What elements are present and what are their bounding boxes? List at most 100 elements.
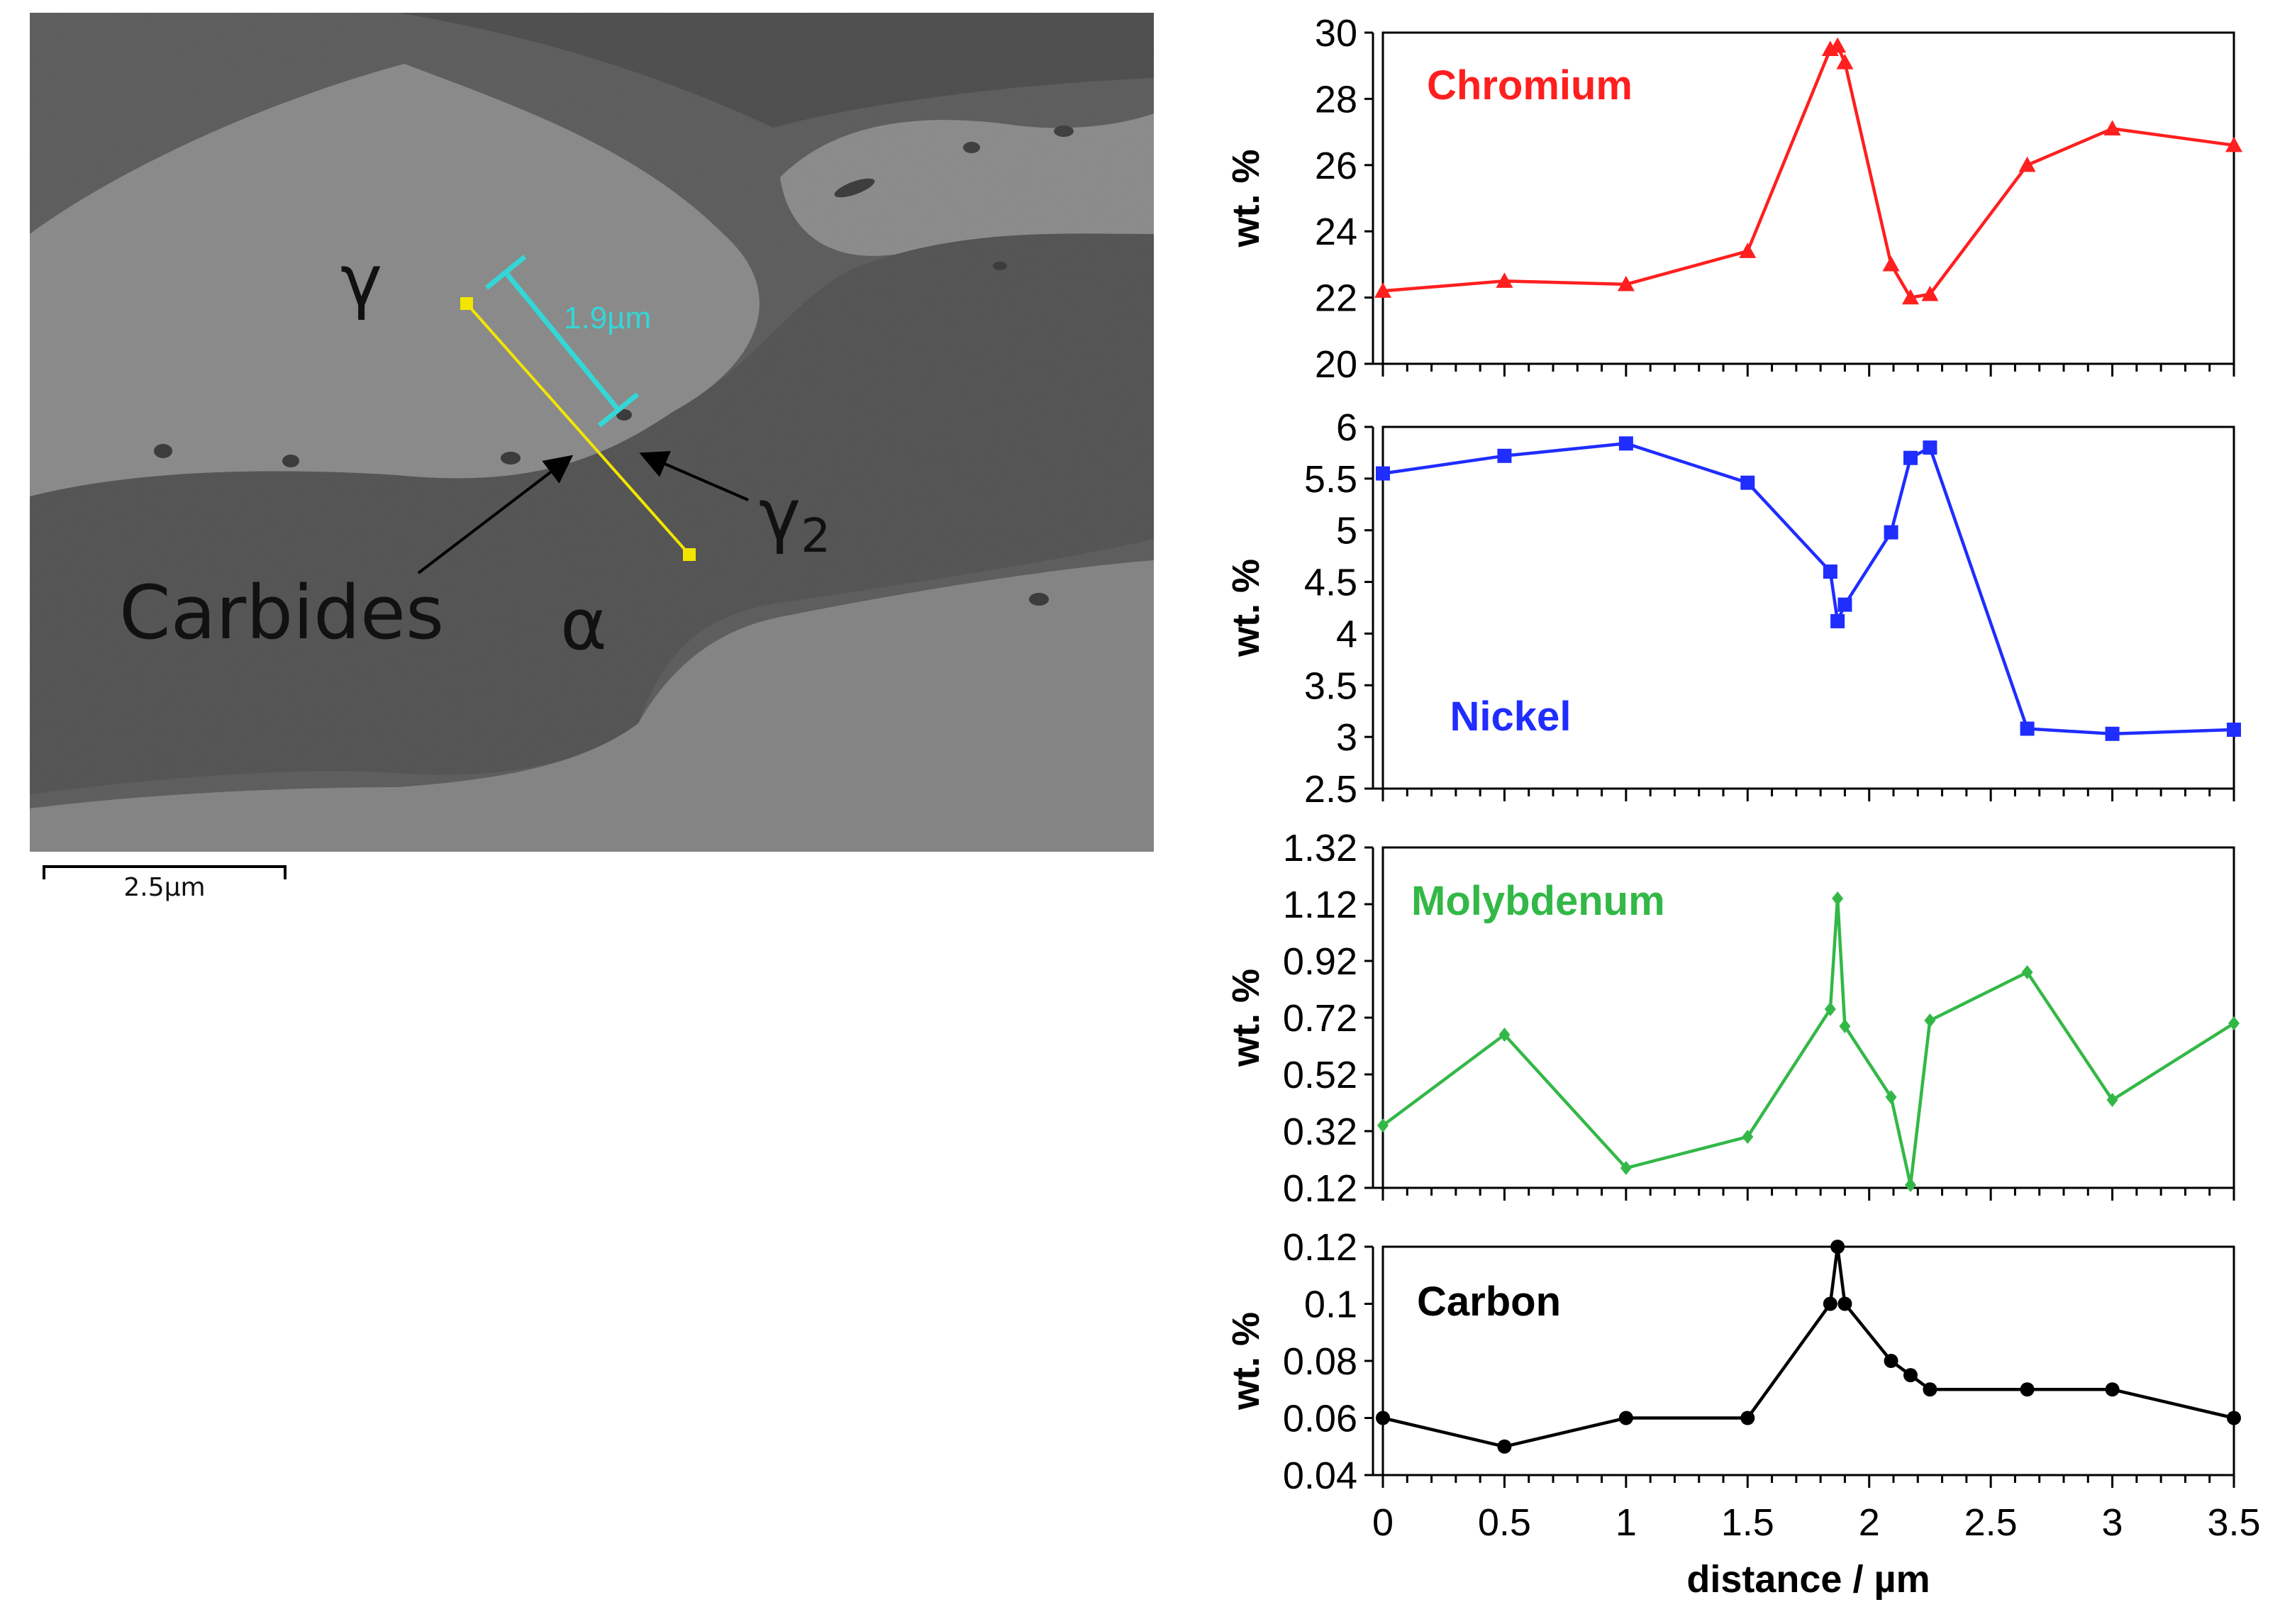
gamma-grain-bottom: [30, 560, 1154, 852]
data-point: [2106, 1093, 2118, 1107]
y-tick-label: 3.5: [1304, 664, 1357, 707]
y-axis-title: wt. %: [1225, 969, 1267, 1067]
y-tick-label: 5.5: [1304, 458, 1357, 501]
data-point: [1837, 597, 1852, 612]
data-point: [1497, 1439, 1512, 1454]
data-point: [2020, 1382, 2035, 1397]
data-point: [2021, 965, 2033, 979]
phase-gamma2-label: γ2: [759, 473, 830, 563]
data-point: [1742, 1130, 1754, 1144]
carbides-arrow: [417, 455, 574, 574]
y-axis-title: wt. %: [1225, 559, 1267, 657]
data-point: [1618, 1411, 1633, 1425]
y-tick-label: 4: [1336, 613, 1357, 655]
y-tick-label: 2.5: [1304, 768, 1357, 811]
carbides-label: Carbides: [119, 569, 444, 656]
x-axis-title: distance / µm: [1686, 1558, 1930, 1601]
data-point: [1617, 275, 1635, 291]
phase-gamma-label: γ: [340, 239, 382, 322]
data-point: [1921, 285, 1939, 301]
x-tick-label: 3: [2102, 1501, 2123, 1544]
y-tick-label: 1.32: [1283, 827, 1357, 869]
data-point: [1903, 1368, 1918, 1383]
data-point: [1823, 564, 1837, 579]
linescan-start-marker: [460, 297, 473, 310]
chart-chromium: 20 22 24 26 28 30 wt. % Chromium: [1225, 12, 2242, 386]
data-point: [1882, 255, 1900, 272]
carbide-dot: [1054, 126, 1074, 137]
series-line: [1382, 442, 2235, 736]
data-point: [1496, 272, 1513, 288]
x-tick-label: 2: [1859, 1501, 1880, 1544]
data-point: [1905, 1178, 1916, 1192]
data-point: [1923, 1382, 1937, 1397]
series-line: [1381, 896, 2235, 1187]
y-tick-label: 4.5: [1304, 562, 1357, 604]
y-axis-title: wt. %: [1225, 1312, 1267, 1411]
alpha-region-lower: [30, 233, 1154, 794]
y-tick-label: 26: [1315, 145, 1357, 187]
carbide-dot: [501, 452, 521, 465]
data-point: [1376, 466, 1390, 481]
y-tick-label: 0.04: [1283, 1455, 1357, 1497]
data-point: [1823, 1296, 1837, 1311]
phase-alpha-text: α: [560, 583, 607, 666]
linescan-line: [465, 302, 691, 556]
data-point: [2227, 1411, 2241, 1425]
phase-gamma2-subscript: 2: [801, 508, 830, 563]
carbide-dot: [154, 444, 172, 458]
x-tick-label: 0.5: [1478, 1501, 1531, 1544]
scale-bar-label: 2.5µm: [123, 873, 205, 902]
data-point: [2103, 120, 2121, 136]
x-tick-label: 2.5: [1964, 1501, 2018, 1544]
data-point: [1832, 891, 1844, 906]
carbide-dot: [616, 409, 632, 421]
carbide-dot: [282, 455, 299, 467]
data-point: [2105, 726, 2120, 741]
data-point: [1903, 450, 1918, 465]
data-point: [1884, 525, 1898, 540]
alpha-region-top-right: [397, 13, 1154, 128]
y-tick-label: 0.12: [1283, 1167, 1357, 1210]
data-point: [1739, 243, 1757, 258]
y-tick-label: 0.32: [1283, 1111, 1357, 1153]
data-point: [1740, 1411, 1755, 1425]
data-point: [1740, 475, 1755, 490]
y-tick-label: 28: [1315, 78, 1357, 121]
data-point: [1885, 1090, 1897, 1104]
measure-label: 1.9µm: [564, 301, 651, 335]
carbide-dot: [834, 178, 875, 198]
data-point: [2018, 156, 2036, 172]
data-point: [1836, 54, 1854, 69]
series-label: Nickel: [1450, 694, 1572, 740]
data-point: [1498, 1028, 1511, 1042]
data-point: [1923, 440, 1937, 455]
data-point: [1374, 282, 1391, 298]
y-tick-label: 30: [1315, 12, 1357, 55]
y-tick-label: 22: [1315, 277, 1357, 320]
x-tick-label: 3.5: [2207, 1501, 2260, 1544]
y-tick-label: 6: [1336, 406, 1357, 449]
data-point: [1884, 1354, 1898, 1368]
data-point: [2225, 136, 2242, 152]
data-point: [1618, 436, 1633, 451]
data-point: [2105, 1382, 2120, 1397]
data-point: [1837, 1296, 1852, 1311]
phase-gamma2-text: γ: [759, 473, 801, 556]
gamma2-arrow: [639, 450, 749, 501]
y-tick-label: 0.08: [1283, 1340, 1357, 1383]
measure-bracket: [484, 255, 640, 428]
y-tick-label: 24: [1315, 211, 1357, 253]
y-tick-label: 0.12: [1283, 1226, 1357, 1269]
data-point: [1497, 448, 1512, 463]
data-point: [1839, 1019, 1851, 1033]
y-tick-label: 0.1: [1304, 1284, 1357, 1326]
data-point: [1924, 1013, 1936, 1028]
data-point: [1377, 1118, 1389, 1133]
carbide-dot: [993, 262, 1007, 270]
series-label: Molybdenum: [1411, 878, 1665, 924]
scale-bar: [43, 865, 287, 879]
series-label: Chromium: [1427, 62, 1633, 109]
